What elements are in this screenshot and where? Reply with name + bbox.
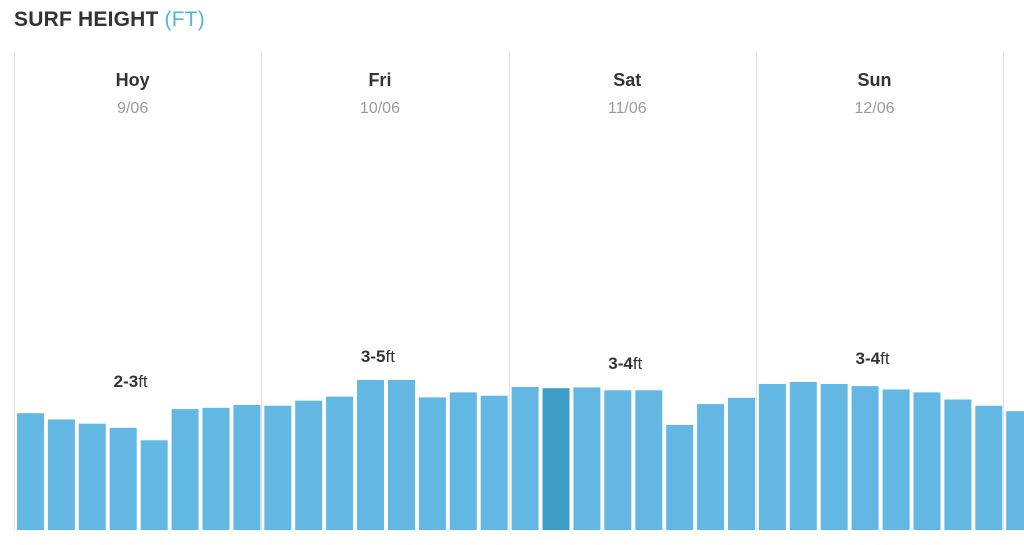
- surf-bar[interactable]: [758, 384, 786, 530]
- surf-bar[interactable]: [418, 397, 446, 530]
- surf-bar[interactable]: [17, 413, 44, 530]
- day-name: Fri: [368, 70, 391, 90]
- surf-range-unit: ft: [386, 347, 396, 366]
- surf-bar[interactable]: [264, 405, 292, 530]
- surf-range-label: 3-4ft: [856, 349, 890, 368]
- surf-bar[interactable]: [697, 404, 725, 530]
- surf-bar[interactable]: [388, 379, 415, 530]
- surf-range-label: 2-3ft: [114, 372, 148, 391]
- surf-bar[interactable]: [202, 407, 230, 530]
- surf-range-unit: ft: [138, 372, 148, 391]
- surf-bar[interactable]: [357, 379, 384, 530]
- surf-bar[interactable]: [635, 390, 663, 530]
- surf-bar[interactable]: [882, 389, 910, 531]
- day-name: Sat: [613, 70, 641, 90]
- chart-title-unit: (FT): [164, 8, 205, 31]
- surf-bar[interactable]: [295, 400, 323, 530]
- chart-title: SURF HEIGHT (FT): [14, 8, 205, 32]
- surf-bar[interactable]: [573, 387, 601, 530]
- chart-title-text: SURF HEIGHT: [14, 8, 159, 31]
- surf-bar[interactable]: [944, 399, 972, 531]
- day-date: 9/06: [117, 100, 148, 117]
- surf-range-label: 3-5ft: [361, 347, 395, 366]
- surf-bar[interactable]: [913, 392, 941, 530]
- surf-range-value: 3-5: [361, 347, 386, 366]
- surf-bar[interactable]: [1006, 411, 1024, 530]
- surf-bar[interactable]: [109, 427, 137, 530]
- surf-bar[interactable]: [78, 423, 106, 530]
- day-date: 10/06: [360, 100, 400, 117]
- surf-bar[interactable]: [820, 384, 848, 530]
- surf-bar[interactable]: [140, 440, 168, 530]
- surf-range-value: 3-4: [608, 354, 633, 373]
- surf-bar[interactable]: [975, 405, 1003, 530]
- surf-range-unit: ft: [633, 354, 643, 373]
- day-date: 11/06: [608, 100, 647, 117]
- day-name: Sun: [858, 70, 892, 90]
- surf-bar[interactable]: [326, 396, 354, 530]
- surf-range-value: 3-4: [856, 349, 881, 368]
- surf-bar[interactable]: [604, 390, 632, 530]
- surf-bar[interactable]: [542, 388, 570, 530]
- surf-bar[interactable]: [47, 419, 75, 531]
- surf-bar[interactable]: [511, 387, 539, 530]
- surf-range-label: 3-4ft: [608, 354, 642, 373]
- day-name: Hoy: [116, 70, 150, 90]
- surf-bar[interactable]: [728, 397, 755, 530]
- surf-bar[interactable]: [171, 409, 199, 530]
- surf-bar[interactable]: [666, 424, 694, 530]
- surf-range-unit: ft: [880, 349, 890, 368]
- surf-range-value: 2-3: [114, 372, 139, 391]
- day-date: 12/06: [855, 100, 895, 117]
- surf-bar[interactable]: [449, 392, 477, 530]
- surf-bar[interactable]: [480, 395, 508, 530]
- surf-bar[interactable]: [789, 382, 817, 530]
- surf-bar[interactable]: [851, 386, 879, 530]
- surf-bar[interactable]: [233, 404, 261, 530]
